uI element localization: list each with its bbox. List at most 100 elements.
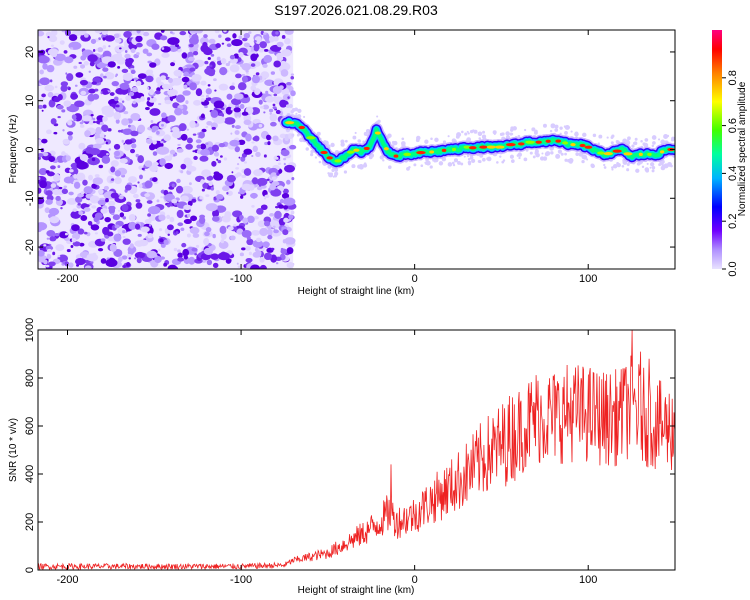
noise-speck bbox=[256, 186, 263, 191]
noise-speck bbox=[45, 31, 53, 37]
noise-speck bbox=[223, 30, 227, 33]
noise-speck bbox=[213, 100, 225, 109]
noise-speck bbox=[82, 179, 88, 186]
noise-speck bbox=[46, 248, 52, 253]
noise-speck bbox=[215, 43, 221, 49]
noise-speck bbox=[147, 206, 161, 215]
noise-speck bbox=[53, 131, 58, 135]
ridge-hotspot bbox=[579, 143, 586, 148]
noise-speck bbox=[236, 116, 240, 119]
ridge-halo-speck bbox=[379, 155, 384, 160]
noise-speck bbox=[270, 71, 276, 75]
noise-speck bbox=[251, 177, 259, 185]
noise-speck bbox=[110, 160, 119, 168]
ridge-halo-speck bbox=[432, 158, 436, 162]
noise-speck bbox=[122, 238, 131, 245]
noise-speck bbox=[283, 205, 289, 210]
noise-speck bbox=[101, 130, 104, 133]
noise-speck bbox=[281, 87, 290, 96]
noise-speck bbox=[231, 171, 234, 174]
noise-speck bbox=[191, 198, 197, 203]
noise-speck bbox=[233, 107, 241, 113]
noise-speck bbox=[121, 118, 130, 126]
noise-speck bbox=[40, 148, 45, 153]
noise-speck bbox=[41, 109, 44, 112]
noise-speck bbox=[204, 60, 209, 65]
noise-speck bbox=[113, 249, 123, 257]
spectrogram-y-axis-label: Frequency (Hz) bbox=[8, 115, 19, 184]
noise-speck bbox=[83, 33, 89, 38]
noise-speck bbox=[43, 246, 47, 250]
noise-speck bbox=[74, 84, 78, 87]
noise-speck bbox=[195, 244, 200, 249]
noise-speck bbox=[48, 99, 56, 108]
noise-speck bbox=[163, 155, 173, 162]
noise-speck bbox=[219, 225, 227, 235]
noise-speck bbox=[88, 174, 93, 181]
noise-speck bbox=[213, 151, 220, 157]
colorbar-tick-label: 0.4 bbox=[727, 166, 739, 181]
noise-speck bbox=[192, 133, 197, 136]
noise-speck bbox=[272, 135, 279, 142]
noise-speck bbox=[274, 210, 282, 220]
ridge-halo-speck bbox=[509, 155, 513, 159]
noise-speck bbox=[243, 119, 252, 126]
noise-speck bbox=[119, 212, 125, 218]
noise-speck bbox=[213, 171, 220, 176]
noise-speck bbox=[44, 84, 55, 92]
noise-speck bbox=[213, 197, 217, 201]
noise-speck bbox=[84, 130, 91, 138]
ridge-halo-speck bbox=[467, 157, 471, 161]
noise-speck bbox=[98, 164, 104, 169]
noise-speck bbox=[86, 204, 90, 208]
ridge-halo-speck bbox=[452, 163, 456, 167]
noise-speck bbox=[158, 228, 163, 232]
noise-speck bbox=[175, 185, 184, 194]
ridge-halo-speck bbox=[510, 159, 515, 163]
ridge-hotspot bbox=[306, 136, 316, 140]
noise-speck bbox=[136, 30, 141, 34]
noise-speck bbox=[113, 233, 122, 242]
noise-speck bbox=[124, 50, 128, 53]
noise-speck bbox=[205, 142, 209, 146]
ridge-halo-speck bbox=[288, 103, 293, 109]
noise-speck bbox=[168, 85, 173, 90]
noise-speck bbox=[102, 67, 109, 72]
ridge-halo-speck bbox=[327, 172, 330, 175]
noise-speck bbox=[145, 75, 154, 83]
colorbar: 0.0 0.2 0.4 0.6 0.8 Normalized spectral ampl… bbox=[712, 30, 748, 277]
noise-speck bbox=[182, 90, 191, 96]
noise-speck bbox=[275, 262, 279, 265]
noise-speck bbox=[123, 30, 132, 38]
noise-speck bbox=[254, 89, 260, 96]
noise-speck bbox=[217, 252, 231, 261]
noise-speck bbox=[47, 48, 59, 56]
noise-speck bbox=[145, 138, 153, 144]
noise-speck bbox=[107, 231, 114, 237]
noise-speck bbox=[73, 181, 81, 189]
noise-speck bbox=[106, 153, 109, 156]
ridge-halo-speck bbox=[331, 168, 335, 173]
noise-speck bbox=[173, 69, 183, 77]
noise-speck bbox=[136, 257, 142, 264]
noise-speck bbox=[257, 220, 266, 228]
noise-speck bbox=[156, 130, 160, 135]
noise-speck bbox=[180, 170, 184, 174]
ridge-halo-speck bbox=[542, 123, 547, 128]
noise-speck bbox=[137, 124, 146, 133]
noise-speck bbox=[111, 212, 115, 216]
ridge-halo-speck bbox=[651, 166, 656, 170]
ridge-hotspot bbox=[285, 121, 295, 125]
noise-speck bbox=[288, 214, 294, 220]
noise-speck bbox=[211, 126, 216, 130]
ridge-halo-speck bbox=[363, 162, 367, 166]
noise-speck bbox=[63, 176, 75, 184]
ridge-halo-speck bbox=[351, 164, 356, 169]
ridge-halo-speck bbox=[597, 142, 600, 145]
ridge-hotspot bbox=[597, 151, 605, 155]
noise-speck bbox=[154, 255, 162, 264]
noise-speck bbox=[151, 125, 159, 131]
noise-speck bbox=[99, 121, 104, 126]
noise-speck bbox=[276, 41, 284, 48]
noise-speck bbox=[241, 73, 246, 77]
